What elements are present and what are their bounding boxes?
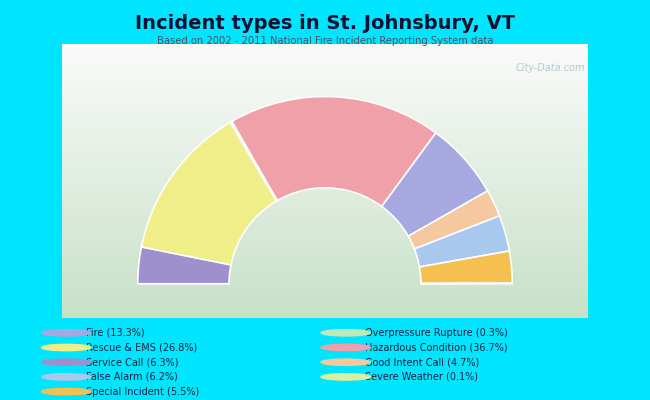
Bar: [62, 62, 588, 67]
Bar: [62, 99, 588, 103]
Bar: [62, 290, 588, 295]
Wedge shape: [421, 283, 512, 284]
Bar: [62, 282, 588, 286]
Bar: [62, 126, 588, 131]
Bar: [62, 190, 588, 195]
Bar: [62, 158, 588, 163]
Bar: [62, 295, 588, 300]
Bar: [62, 199, 588, 204]
Wedge shape: [408, 191, 499, 249]
Bar: [62, 67, 588, 71]
Circle shape: [321, 374, 370, 380]
Text: City-Data.com: City-Data.com: [515, 63, 585, 73]
Bar: [62, 240, 588, 245]
Bar: [62, 204, 588, 208]
Text: Service Call (6.3%): Service Call (6.3%): [86, 357, 178, 367]
Bar: [62, 103, 588, 108]
Circle shape: [321, 359, 370, 365]
Wedge shape: [230, 121, 278, 201]
Bar: [62, 309, 588, 314]
Bar: [62, 259, 588, 263]
Bar: [62, 85, 588, 90]
Bar: [62, 94, 588, 99]
Bar: [62, 208, 588, 213]
Text: Fire (13.3%): Fire (13.3%): [86, 328, 144, 338]
Bar: [62, 268, 588, 272]
Wedge shape: [138, 247, 231, 284]
Bar: [62, 122, 588, 126]
Circle shape: [42, 359, 91, 365]
Bar: [62, 48, 588, 53]
Text: Incident types in St. Johnsbury, VT: Incident types in St. Johnsbury, VT: [135, 14, 515, 33]
Bar: [62, 108, 588, 112]
Bar: [62, 245, 588, 250]
Bar: [62, 250, 588, 254]
Bar: [62, 135, 588, 140]
Bar: [62, 218, 588, 222]
Circle shape: [42, 330, 91, 336]
Bar: [62, 314, 588, 318]
Bar: [62, 213, 588, 218]
Bar: [62, 112, 588, 117]
Wedge shape: [142, 122, 276, 265]
Text: Hazardous Condition (36.7%): Hazardous Condition (36.7%): [365, 342, 508, 352]
Bar: [62, 272, 588, 277]
Bar: [62, 286, 588, 290]
Bar: [62, 154, 588, 158]
Bar: [62, 53, 588, 58]
Bar: [62, 222, 588, 227]
Bar: [62, 277, 588, 282]
Text: Good Intent Call (4.7%): Good Intent Call (4.7%): [365, 357, 480, 367]
Bar: [62, 144, 588, 149]
Bar: [62, 181, 588, 186]
Bar: [62, 58, 588, 62]
Bar: [62, 163, 588, 167]
Bar: [62, 304, 588, 309]
Wedge shape: [382, 133, 488, 236]
Bar: [62, 149, 588, 154]
Bar: [62, 176, 588, 181]
Bar: [62, 76, 588, 80]
Circle shape: [42, 344, 91, 351]
Bar: [62, 300, 588, 304]
Text: False Alarm (6.2%): False Alarm (6.2%): [86, 372, 177, 382]
Wedge shape: [414, 216, 510, 267]
Bar: [62, 254, 588, 259]
Circle shape: [321, 330, 370, 336]
Bar: [62, 90, 588, 94]
Wedge shape: [232, 96, 436, 206]
Bar: [62, 44, 588, 48]
Wedge shape: [419, 251, 512, 284]
Text: Rescue & EMS (26.8%): Rescue & EMS (26.8%): [86, 342, 197, 352]
Bar: [62, 117, 588, 122]
Bar: [62, 195, 588, 199]
Bar: [62, 131, 588, 135]
Bar: [62, 231, 588, 236]
Text: Severe Weather (0.1%): Severe Weather (0.1%): [365, 372, 478, 382]
Text: Overpressure Rupture (0.3%): Overpressure Rupture (0.3%): [365, 328, 508, 338]
Bar: [62, 80, 588, 85]
Bar: [62, 186, 588, 190]
Bar: [62, 167, 588, 172]
Bar: [62, 236, 588, 240]
Circle shape: [42, 388, 91, 395]
Text: Special Incident (5.5%): Special Incident (5.5%): [86, 386, 199, 396]
Bar: [62, 71, 588, 76]
Circle shape: [42, 374, 91, 380]
Bar: [62, 140, 588, 144]
Bar: [62, 263, 588, 268]
Bar: [62, 172, 588, 176]
Circle shape: [321, 344, 370, 351]
Bar: [62, 227, 588, 231]
Text: Based on 2002 - 2011 National Fire Incident Reporting System data: Based on 2002 - 2011 National Fire Incid…: [157, 36, 493, 46]
